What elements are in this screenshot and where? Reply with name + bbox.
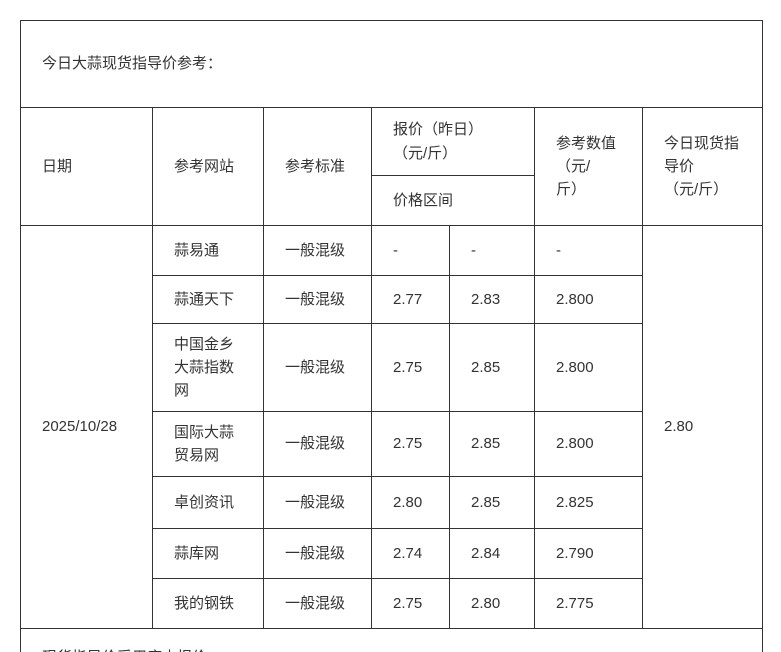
reference-value-cell: 2.790 xyxy=(534,528,643,579)
standard-cell: 一般混级 xyxy=(263,275,372,324)
table-row: 卓创资讯 一般混级 2.80 2.85 2.825 xyxy=(21,476,763,529)
column-header-website: 参考网站 xyxy=(152,107,264,226)
column-header-price-range: 价格区间 xyxy=(371,175,535,226)
standard-cell: 一般混级 xyxy=(263,323,372,412)
date-cell: 2025/10/28 xyxy=(20,225,153,629)
price-low-cell: 2.74 xyxy=(371,528,450,579)
column-header-standard: 参考标准 xyxy=(263,107,372,226)
website-cell: 蒜库网 xyxy=(152,528,264,579)
header-row-2: 价格区间 xyxy=(21,175,763,226)
standard-cell: 一般混级 xyxy=(263,411,372,477)
standard-cell: 一般混级 xyxy=(263,476,372,529)
table-row: 我的钢铁 一般混级 2.75 2.80 2.775 xyxy=(21,578,763,629)
price-low-cell: 2.77 xyxy=(371,275,450,324)
website-cell: 卓创资讯 xyxy=(152,476,264,529)
page-title: 今日大蒜现货指导价参考： xyxy=(19,20,764,108)
reference-value-cell: 2.775 xyxy=(534,578,643,629)
price-low-cell: - xyxy=(371,225,450,276)
reference-value-cell: 2.800 xyxy=(534,275,643,324)
price-low-cell: 2.75 xyxy=(371,411,450,477)
reference-value-cell: 2.800 xyxy=(534,411,643,477)
website-cell: 中国金乡 大蒜指数 网 xyxy=(152,323,264,412)
header-row-1: 日期 参考网站 参考标准 报价（昨日） （元/斤） 参考数值 （元/ 斤） 今日… xyxy=(20,107,764,226)
reference-value-cell: - xyxy=(534,225,643,276)
website-cell: 蒜通天下 xyxy=(152,275,264,324)
price-high-cell: 2.85 xyxy=(449,476,535,529)
column-header-reference-value: 参考数值 （元/ 斤） xyxy=(534,107,643,226)
table-row: 国际大蒜 贸易网 一般混级 2.75 2.85 2.800 xyxy=(21,411,763,477)
price-high-cell: 2.85 xyxy=(449,323,535,412)
title-row: 今日大蒜现货指导价参考： xyxy=(19,20,764,108)
column-header-today-guide-price: 今日现货指 导价 （元/斤） xyxy=(641,107,764,226)
price-high-cell: 2.80 xyxy=(449,578,535,629)
garlic-price-table: 今日大蒜现货指导价参考： 日期 参考网站 参考标准 报价（昨日） （元/斤） 参… xyxy=(19,20,764,652)
price-high-cell: 2.85 xyxy=(449,411,535,477)
column-header-quote-yesterday: 报价（昨日） （元/斤） xyxy=(371,107,535,176)
reference-value-cell: 2.800 xyxy=(534,323,643,412)
price-low-cell: 2.75 xyxy=(371,578,450,629)
price-low-cell: 2.80 xyxy=(371,476,450,529)
footer-row: 现货指导价采用库内报价。 xyxy=(19,628,764,652)
reference-value-cell: 2.825 xyxy=(534,476,643,529)
price-low-cell: 2.75 xyxy=(371,323,450,412)
standard-cell: 一般混级 xyxy=(263,578,372,629)
price-high-cell: - xyxy=(449,225,535,276)
table-row: 蒜通天下 一般混级 2.77 2.83 2.800 xyxy=(21,275,763,324)
column-header-date: 日期 xyxy=(20,107,153,226)
standard-cell: 一般混级 xyxy=(263,225,372,276)
website-cell: 蒜易通 xyxy=(152,225,264,276)
table-row: 中国金乡 大蒜指数 网 一般混级 2.75 2.85 2.800 xyxy=(21,323,763,412)
website-cell: 国际大蒜 贸易网 xyxy=(152,411,264,477)
today-guide-price-cell: 2.80 xyxy=(641,225,764,629)
table-row: 2025/10/28 蒜易通 一般混级 - - - 2.80 xyxy=(20,225,764,629)
price-high-cell: 2.84 xyxy=(449,528,535,579)
standard-cell: 一般混级 xyxy=(263,528,372,579)
website-cell: 我的钢铁 xyxy=(152,578,264,629)
footer-note: 现货指导价采用库内报价。 xyxy=(19,628,764,652)
price-high-cell: 2.83 xyxy=(449,275,535,324)
